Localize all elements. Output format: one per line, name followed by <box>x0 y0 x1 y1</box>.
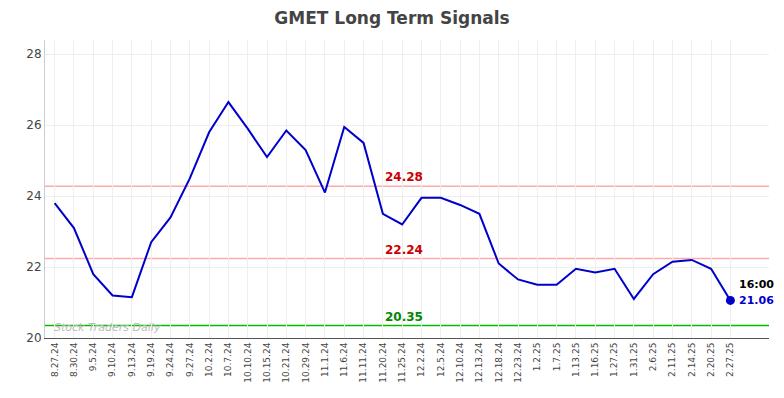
svg-text:9.24.24: 9.24.24 <box>165 342 175 377</box>
svg-text:10.10.24: 10.10.24 <box>243 342 253 382</box>
svg-text:12.2.24: 12.2.24 <box>416 342 426 377</box>
svg-text:11.11.24: 11.11.24 <box>358 342 368 382</box>
svg-text:2.27.25: 2.27.25 <box>725 343 735 377</box>
svg-text:28: 28 <box>26 47 41 61</box>
svg-text:12.10.24: 12.10.24 <box>455 342 465 382</box>
svg-text:24: 24 <box>26 189 41 203</box>
svg-text:10.2.24: 10.2.24 <box>204 342 214 377</box>
svg-text:20: 20 <box>26 331 41 345</box>
svg-text:26: 26 <box>26 118 41 132</box>
svg-text:12.23.24: 12.23.24 <box>513 342 523 382</box>
svg-text:2.20.25: 2.20.25 <box>706 343 716 377</box>
svg-text:1.31.25: 1.31.25 <box>629 343 639 377</box>
svg-text:10.21.24: 10.21.24 <box>281 342 291 382</box>
svg-text:2.6.25: 2.6.25 <box>648 343 658 372</box>
svg-text:11.6.24: 11.6.24 <box>339 342 349 377</box>
svg-text:1.2.25: 1.2.25 <box>532 343 542 372</box>
svg-text:1.7.25: 1.7.25 <box>552 343 562 372</box>
svg-text:11.1.24: 11.1.24 <box>320 342 330 377</box>
svg-text:10.29.24: 10.29.24 <box>301 342 311 382</box>
svg-text:16:00: 16:00 <box>739 278 774 291</box>
svg-text:Stock Traders Daily: Stock Traders Daily <box>54 321 161 334</box>
svg-text:12.5.24: 12.5.24 <box>436 342 446 377</box>
svg-text:9.19.24: 9.19.24 <box>146 342 156 377</box>
svg-text:11.25.24: 11.25.24 <box>397 342 407 382</box>
svg-text:22.24: 22.24 <box>385 243 423 257</box>
svg-text:24.28: 24.28 <box>385 170 423 184</box>
svg-text:8.27.24: 8.27.24 <box>50 342 60 377</box>
svg-text:12.13.24: 12.13.24 <box>474 342 484 382</box>
svg-text:12.18.24: 12.18.24 <box>494 342 504 382</box>
svg-text:21.06: 21.06 <box>739 294 774 307</box>
svg-text:20.35: 20.35 <box>385 310 423 324</box>
svg-text:9.27.24: 9.27.24 <box>185 342 195 377</box>
svg-text:11.20.24: 11.20.24 <box>378 342 388 382</box>
svg-text:2.14.25: 2.14.25 <box>687 343 697 377</box>
svg-text:10.7.24: 10.7.24 <box>223 342 233 377</box>
svg-text:GMET Long Term Signals: GMET Long Term Signals <box>274 8 509 28</box>
svg-text:8.30.24: 8.30.24 <box>69 342 79 377</box>
svg-text:1.27.25: 1.27.25 <box>609 343 619 377</box>
svg-text:9.10.24: 9.10.24 <box>107 342 117 377</box>
svg-text:22: 22 <box>26 260 41 274</box>
svg-text:9.13.24: 9.13.24 <box>127 342 137 377</box>
svg-text:9.5.24: 9.5.24 <box>88 342 98 371</box>
svg-text:2.11.25: 2.11.25 <box>667 343 677 377</box>
svg-text:10.15.24: 10.15.24 <box>262 342 272 382</box>
svg-text:1.13.25: 1.13.25 <box>571 343 581 377</box>
svg-text:1.16.25: 1.16.25 <box>590 343 600 377</box>
